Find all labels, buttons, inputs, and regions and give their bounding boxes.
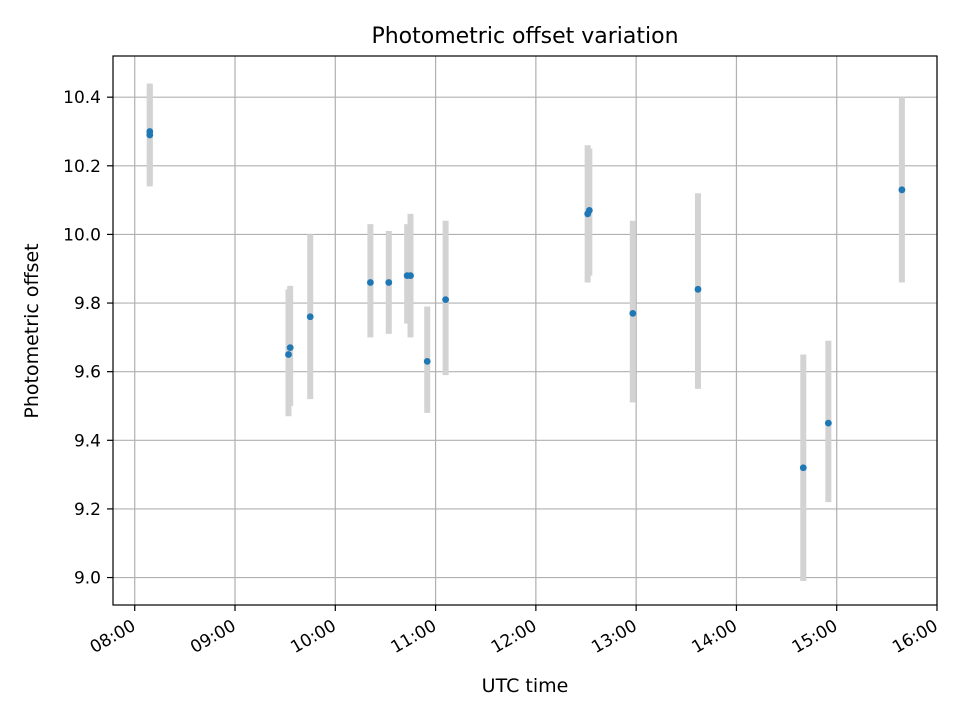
- y-tick-label: 9.0: [74, 569, 101, 589]
- data-point: [385, 279, 393, 286]
- plot-area-frame: [112, 55, 938, 606]
- data-points: [146, 128, 906, 472]
- x-axis-label: UTC time: [482, 675, 569, 697]
- y-tick-label: 10.4: [63, 88, 101, 108]
- data-point: [366, 279, 374, 286]
- data-point: [306, 313, 314, 321]
- data-point: [629, 309, 637, 317]
- y-tick-label: 9.8: [74, 294, 101, 314]
- data-point: [286, 344, 294, 352]
- chart-title: Photometric offset variation: [371, 24, 678, 49]
- y-tick-label: 10.2: [63, 157, 101, 177]
- y-tick-label: 9.6: [74, 363, 101, 383]
- data-point: [694, 285, 702, 293]
- y-tick-label: 9.4: [74, 431, 101, 451]
- data-point: [423, 357, 431, 365]
- data-point: [285, 351, 292, 358]
- y-axis-ticks: 9.0 9.2 9.4 9.6 9.8 10.0 10.2 10.4: [63, 88, 113, 589]
- data-point: [585, 207, 593, 214]
- data-point: [799, 464, 807, 472]
- data-point: [442, 296, 450, 304]
- data-point: [146, 131, 154, 139]
- y-axis-label: Photometric offset: [21, 243, 43, 418]
- grid-lines: [113, 56, 938, 605]
- data-point: [407, 272, 414, 279]
- data-point: [898, 186, 906, 194]
- y-tick-label: 9.2: [74, 500, 101, 520]
- data-point: [824, 419, 832, 427]
- y-tick-label: 10.0: [63, 225, 101, 245]
